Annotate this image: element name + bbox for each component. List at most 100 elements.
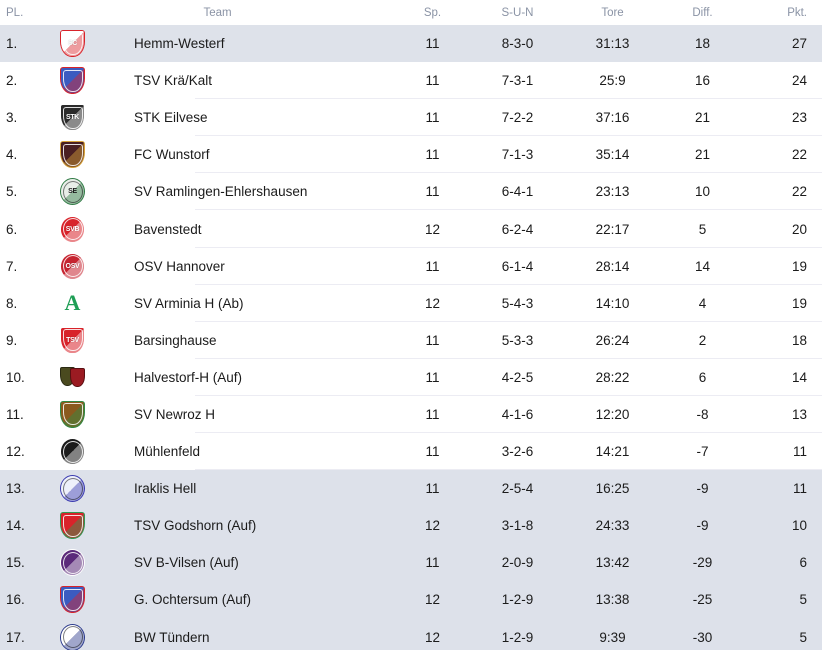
row-points: 19 <box>791 295 807 311</box>
row-points: 27 <box>791 36 807 52</box>
table-row[interactable]: 1. SC Hemm-Westerf 11 8-3-0 31:13 18 27 <box>0 25 822 63</box>
team-name[interactable]: OSV Hannover <box>134 258 225 274</box>
row-separator <box>195 209 822 211</box>
table-row[interactable]: 2. TSV Krä/Kalt 11 7-3-1 25:9 16 24 <box>0 62 822 100</box>
row-played: 12 <box>424 295 441 311</box>
team-name[interactable]: Halvestorf-H (Auf) <box>134 369 243 385</box>
row-position: 11. <box>6 406 24 422</box>
row-separator <box>195 172 822 174</box>
team-crest-cell: A <box>40 290 105 317</box>
table-row[interactable]: 7. OSV OSV Hannover 11 6-1-4 28:14 14 19 <box>0 247 822 285</box>
team-name[interactable]: TSV Godshorn (Auf) <box>134 518 257 534</box>
row-position: 3. <box>6 110 18 126</box>
row-position: 7. <box>6 258 18 274</box>
table-row[interactable]: 12. Mühlenfeld 11 3-2-6 14:21 -7 11 <box>0 433 822 471</box>
row-played: 11 <box>425 184 440 200</box>
team-name[interactable]: SV Arminia H (Ab) <box>134 295 244 311</box>
row-position: 1. <box>6 36 18 52</box>
row-played: 12 <box>424 592 441 608</box>
table-row[interactable]: 8. A SV Arminia H (Ab) 12 5-4-3 14:10 4 19 <box>0 284 822 322</box>
table-row[interactable]: 6. SVB Bavenstedt 12 6-2-4 22:17 5 20 <box>0 210 822 248</box>
table-row[interactable]: 4. FC Wunstorf 11 7-1-3 35:14 21 22 <box>0 136 822 174</box>
row-diff: 10 <box>694 184 711 200</box>
team-name[interactable]: Mühlenfeld <box>134 444 201 460</box>
row-goals: 23:13 <box>595 184 630 200</box>
table-row[interactable]: 15. SV B-Vilsen (Auf) 11 2-0-9 13:42 -29 6 <box>0 544 822 582</box>
row-played: 11 <box>425 147 440 163</box>
row-points: 11 <box>792 481 807 497</box>
table-row[interactable]: 13. Iraklis Hell 11 2-5-4 16:25 -9 11 <box>0 470 822 508</box>
row-diff: -30 <box>692 629 713 645</box>
team-name[interactable]: Iraklis Hell <box>134 481 197 497</box>
row-position: 2. <box>6 73 18 89</box>
table-row[interactable]: 14. TSV Godshorn (Auf) 12 3-1-8 24:33 -9 10 <box>0 507 822 545</box>
team-crest-cell <box>40 400 105 428</box>
table-row[interactable]: 5. SE SV Ramlingen-Ehlershausen 11 6-4-1 23:1… <box>0 173 822 211</box>
team-crest-cell: TSV <box>40 326 105 354</box>
row-position: 10. <box>6 369 25 385</box>
team-name[interactable]: SV Ramlingen-Ehlershausen <box>134 184 308 200</box>
team-name[interactable]: FC Wunstorf <box>134 147 210 163</box>
row-separator <box>195 357 822 359</box>
team-name[interactable]: Hemm-Westerf <box>134 36 225 52</box>
sv-newroz-hannover-crest <box>60 400 85 428</box>
team-crest-cell: SC <box>40 30 105 58</box>
tsv-godshorn-crest <box>60 512 85 540</box>
row-position: 6. <box>6 221 18 237</box>
row-points: 18 <box>791 332 807 348</box>
table-row[interactable]: 11. SV Newroz H 11 4-1-6 12:20 -8 13 <box>0 395 822 434</box>
row-record: 2-0-9 <box>501 555 534 571</box>
header-team: Team <box>203 6 232 19</box>
row-record: 4-1-6 <box>501 406 534 422</box>
team-name[interactable]: SV Newroz H <box>134 406 216 422</box>
team-crest-cell: OSV <box>40 252 105 280</box>
row-record: 5-4-3 <box>501 295 534 311</box>
team-crest-cell: STK <box>40 104 105 132</box>
table-row[interactable]: 10. Halvestorf-H (Auf) 11 4-2-5 28:22 6 14 <box>0 358 822 396</box>
table-row[interactable]: 9. TSV Barsinghause 11 5-3-3 26:24 2 18 <box>0 321 822 359</box>
team-crest-cell <box>40 549 105 577</box>
row-goals: 37:16 <box>595 110 630 126</box>
team-name[interactable]: SV B-Vilsen (Auf) <box>134 555 239 571</box>
team-crest-cell <box>40 438 105 466</box>
row-played: 11 <box>425 444 440 460</box>
row-goals: 12:20 <box>595 406 630 422</box>
team-name[interactable]: BW Tündern <box>134 629 210 645</box>
row-separator <box>195 394 822 396</box>
row-points: 5 <box>799 629 807 645</box>
row-separator <box>195 469 822 471</box>
sc-hemmingen-westerfeld-crest: SC <box>60 30 85 58</box>
team-name[interactable]: G. Ochtersum (Auf) <box>134 592 252 608</box>
team-name[interactable]: Barsinghause <box>134 332 217 348</box>
row-goals: 16:25 <box>595 481 630 497</box>
header-record: S-U-N <box>501 6 534 19</box>
table-header-row: PL. Team Sp. S-U-N Tore Diff. Pkt. <box>0 0 822 25</box>
bw-tuendern-crest <box>60 623 85 650</box>
row-points: 11 <box>792 444 807 460</box>
row-played: 11 <box>425 369 440 385</box>
row-diff: 4 <box>698 295 707 311</box>
row-position: 14. <box>6 518 25 534</box>
table-row[interactable]: 3. STK STK Eilvese 11 7-2-2 37:16 21 23 <box>0 99 822 137</box>
row-played: 11 <box>425 406 440 422</box>
row-goals: 24:33 <box>595 518 630 534</box>
header-diff: Diff. <box>692 6 713 19</box>
row-record: 3-2-6 <box>501 444 534 460</box>
team-crest-cell <box>40 67 105 95</box>
fc-wunstorf-crest <box>60 141 85 169</box>
row-goals: 13:42 <box>595 555 630 571</box>
row-goals: 14:21 <box>595 444 630 460</box>
table-body: 1. SC Hemm-Westerf 11 8-3-0 31:13 18 27 2. TSV Kr… <box>0 25 822 650</box>
row-diff: -9 <box>696 481 709 497</box>
team-name[interactable]: Bavenstedt <box>134 221 202 237</box>
team-crest-cell <box>40 141 105 169</box>
table-row[interactable]: 17. BW Tündern 12 1-2-9 9:39 -30 5 <box>0 618 822 650</box>
row-record: 6-2-4 <box>501 221 534 237</box>
row-diff: -29 <box>692 555 713 571</box>
table-row[interactable]: 16. G. Ochtersum (Auf) 12 1-2-9 13:38 -25 5 <box>0 581 822 619</box>
header-goals: Tore <box>601 6 624 19</box>
row-points: 13 <box>791 406 807 422</box>
team-name[interactable]: STK Eilvese <box>134 110 208 126</box>
team-name[interactable]: TSV Krä/Kalt <box>134 73 213 89</box>
